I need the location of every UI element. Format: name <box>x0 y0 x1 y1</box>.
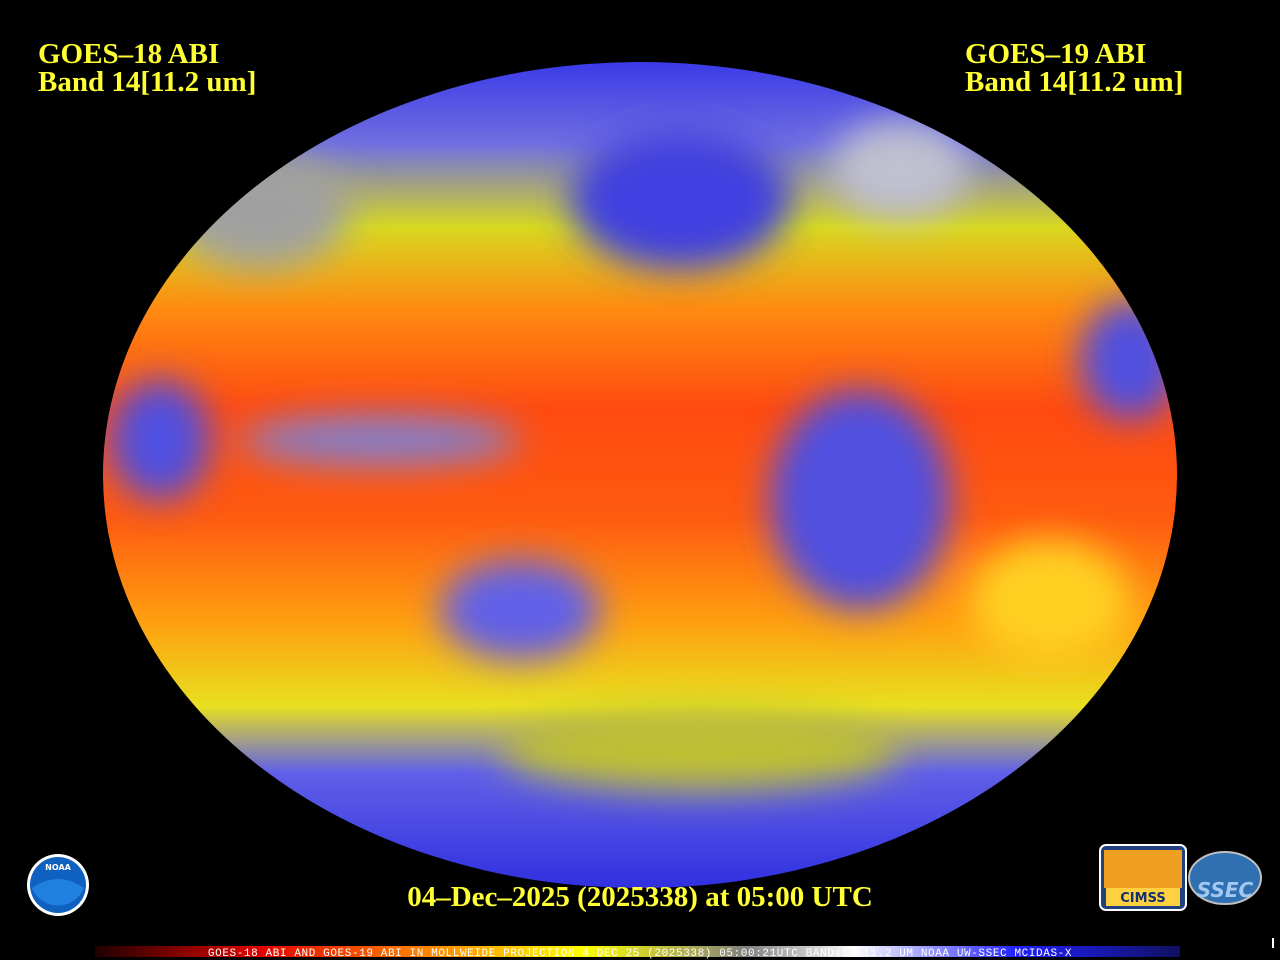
left-band: Band 14[11.2 um] <box>38 66 256 98</box>
globe <box>103 62 1177 888</box>
left-satellite: GOES–18 ABI <box>38 38 219 70</box>
cimss-label: CIMSS <box>1120 891 1165 906</box>
status-bar: GOES-18 ABI AND GOES-19 ABI IN MOLLWEIDE… <box>208 948 1072 960</box>
noaa-label: NOAA <box>45 863 71 872</box>
cimss-logo: CIMSS <box>1099 844 1187 911</box>
ssec-logo: SSEC <box>1188 851 1262 905</box>
right-satellite: GOES–19 ABI <box>965 38 1146 70</box>
noaa-logo: NOAA <box>27 854 89 916</box>
timestamp: 04–Dec–2025 (2025338) at 05:00 UTC <box>407 881 873 913</box>
right-band: Band 14[11.2 um] <box>965 66 1183 98</box>
color-bar <box>95 946 1180 957</box>
cursor-mark <box>1272 938 1274 948</box>
ssec-label: SSEC <box>1197 878 1254 902</box>
